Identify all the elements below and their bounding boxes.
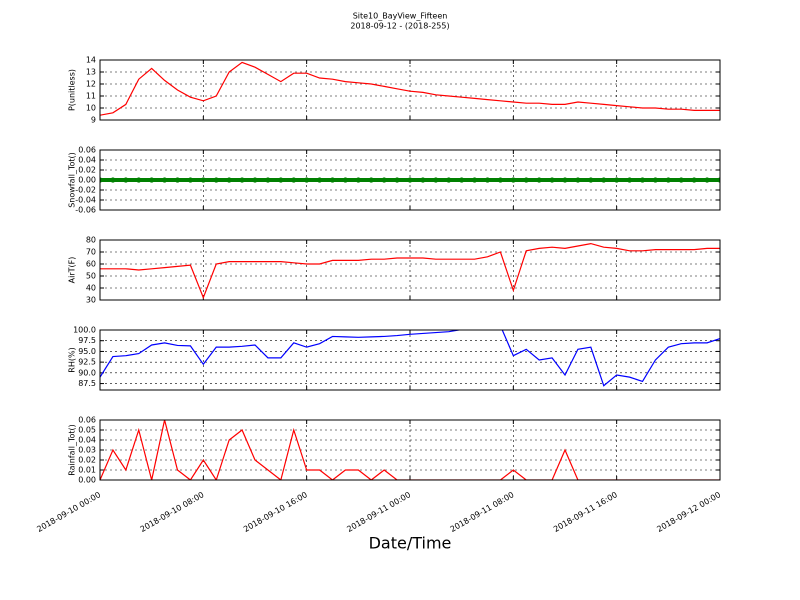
plot-area <box>100 242 720 300</box>
y-axis-label: Rainfall_Tot() <box>68 424 77 476</box>
y-tick-label: 0.03 <box>78 446 96 455</box>
y-tick-label: 0.06 <box>78 416 96 425</box>
chart-title: Site10_BayView_Fifteen <box>353 12 448 21</box>
plot-area <box>100 177 720 183</box>
axes-frame <box>99 419 721 481</box>
plot-area <box>100 420 720 480</box>
plot-area <box>100 330 720 387</box>
y-tick-label: 0.00 <box>78 176 96 185</box>
data-line <box>100 242 720 300</box>
y-axis-label: AirT(F) <box>68 257 77 284</box>
y-tick-label: 30 <box>86 296 96 305</box>
axes-frame <box>99 329 721 391</box>
y-tick-label: 11 <box>86 92 96 101</box>
data-line <box>100 420 720 480</box>
data-line <box>100 61 720 116</box>
y-tick-label: 95.0 <box>78 347 96 356</box>
y-tick-label: 13 <box>86 68 96 77</box>
axes-frame <box>99 59 721 121</box>
y-tick-label: 87.5 <box>78 379 96 388</box>
y-tick-label: 0.01 <box>78 466 96 475</box>
y-tick-label: 92.5 <box>78 358 96 367</box>
y-tick-label: 100.0 <box>73 326 96 335</box>
y-tick-label: 9 <box>91 116 96 125</box>
y-tick-label: 0.00 <box>78 476 96 485</box>
y-tick-label: 97.5 <box>78 336 96 345</box>
axes-frame <box>99 239 721 301</box>
y-tick-label: 90.0 <box>78 368 96 377</box>
y-tick-label: 40 <box>86 284 96 293</box>
y-tick-label: 0.05 <box>78 426 96 435</box>
axes-frame <box>99 149 721 211</box>
y-tick-label: 0.04 <box>78 436 96 445</box>
y-tick-label: 60 <box>86 260 96 269</box>
y-tick-label: 14 <box>86 56 96 65</box>
y-tick-label: 0.02 <box>78 456 96 465</box>
data-line <box>100 330 720 387</box>
y-axis-label: Snowfall_Tot() <box>68 152 77 208</box>
x-axis-label: Date/Time <box>369 534 452 553</box>
y-tick-label: 10 <box>86 104 96 113</box>
y-tick-label: -0.02 <box>75 186 96 195</box>
chart-subtitle: 2018-09-12 - (2018-255) <box>350 22 449 31</box>
y-tick-label: -0.06 <box>75 206 96 215</box>
y-tick-label: 50 <box>86 272 96 281</box>
y-tick-label: 70 <box>86 248 96 257</box>
y-tick-label: -0.04 <box>75 196 96 205</box>
y-tick-label: 0.06 <box>78 146 96 155</box>
y-tick-label: 12 <box>86 80 96 89</box>
y-tick-label: 0.02 <box>78 166 96 175</box>
y-tick-label: 0.04 <box>78 156 96 165</box>
y-axis-label: RH(%) <box>68 347 77 372</box>
plot-area <box>100 61 720 116</box>
y-tick-label: 80 <box>86 236 96 245</box>
y-axis-label: P(unitless) <box>68 69 77 111</box>
